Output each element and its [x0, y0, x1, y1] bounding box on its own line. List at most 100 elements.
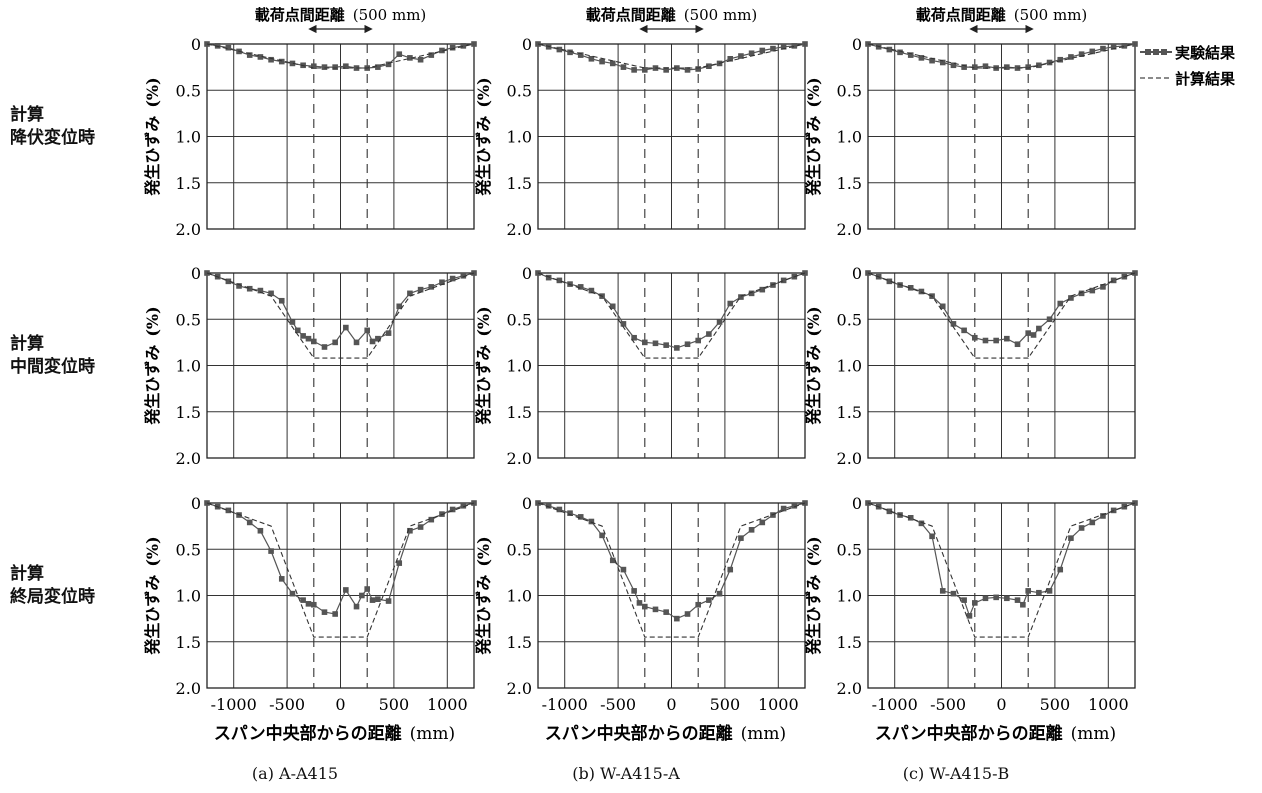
experimental-data-point — [1089, 48, 1096, 55]
experimental-data-point — [385, 330, 392, 336]
experimental-data-point — [1036, 62, 1042, 69]
experimental-data-point — [1004, 595, 1010, 602]
experimental-data-point — [588, 287, 595, 294]
experimental-data-point — [343, 587, 349, 593]
experimental-data-point — [343, 63, 349, 69]
experimental-data-point — [311, 63, 317, 69]
experimental-data-point — [278, 576, 285, 582]
experimental-data-point — [609, 303, 616, 310]
experimental-data-point — [599, 532, 605, 539]
experimental-data-point — [950, 62, 957, 69]
experimental-data-point — [577, 52, 584, 58]
experimental-data-point — [1030, 332, 1037, 338]
experimental-data-point — [939, 588, 946, 594]
plot-frame — [867, 272, 1136, 459]
experimental-data-point — [246, 519, 253, 526]
chart-panel-9: 0 0.5 1.0 1.5 2.0 発生ひずみ (%) -1000 -500 0 500 1000 スパ… — [804, 494, 1138, 744]
plot-frame — [206, 502, 475, 689]
experimental-data-point — [1014, 597, 1021, 603]
experimental-data-point — [684, 67, 691, 73]
experimental-data-point — [716, 590, 723, 597]
calculated-series-line — [537, 272, 806, 359]
experimental-data-point — [364, 327, 370, 334]
chart-panel-8: 0 0.5 1.0 1.5 2.0 発生ひずみ (%) -1000 -500 0 500 1000 スパ… — [474, 494, 808, 744]
experimental-data-point — [1068, 535, 1074, 541]
experimental-data-point — [706, 331, 712, 337]
experimental-data-point — [918, 288, 925, 295]
experimental-data-point — [1025, 64, 1031, 70]
experimental-data-point — [950, 321, 957, 327]
experimental-data-point — [567, 510, 573, 516]
experimental-data-point — [759, 519, 766, 526]
experimental-data-point — [321, 64, 328, 70]
experimental-data-point — [396, 560, 403, 566]
y-tick-label: 1.0 — [507, 587, 532, 606]
y-tick-label: 1.5 — [507, 403, 532, 422]
experimental-data-point — [1036, 325, 1042, 332]
y-tick-label: 1.5 — [176, 174, 201, 193]
experimental-data-point — [588, 56, 595, 62]
y-tick-label: 2.0 — [837, 679, 862, 698]
y-axis-unit: (%) — [804, 536, 823, 566]
experimental-data-point — [695, 601, 701, 608]
experimental-data-point — [236, 283, 242, 289]
experimental-data-point — [439, 47, 445, 54]
experimental-data-point — [556, 277, 563, 284]
experimental-data-point — [674, 345, 680, 351]
x-tick-label: 1000 — [758, 695, 799, 714]
experimental-data-point — [620, 566, 627, 573]
x-axis-label: スパン中央部からの距離 (mm) — [545, 723, 786, 744]
y-tick-label: 0 — [852, 494, 862, 513]
chart-panel-3: 0 0.5 1.0 1.5 2.0 発生ひずみ (%) 載荷点間距離 (500 mm) — [804, 6, 1138, 239]
experimental-data-point — [716, 319, 723, 325]
experimental-data-point — [268, 548, 274, 554]
experimental-data-point — [1046, 59, 1053, 66]
chart-panel-5: 0 0.5 1.0 1.5 2.0 発生ひずみ (%) — [474, 264, 808, 468]
y-axis-label-text: 発生ひずみ — [804, 116, 823, 197]
experimental-data-point — [727, 300, 734, 307]
experimental-data-point — [321, 609, 328, 615]
plot-frame — [867, 502, 1136, 689]
y-axis-label: 発生ひずみ (%) — [804, 77, 823, 196]
experimental-data-point — [449, 44, 456, 51]
y-axis-unit: (%) — [474, 306, 493, 336]
experimental-data-point — [652, 606, 659, 613]
y-axis-label: 発生ひずみ (%) — [143, 306, 162, 425]
plot-frame — [206, 43, 475, 230]
experimental-data-point — [663, 67, 669, 73]
y-tick-label: 1.5 — [507, 174, 532, 193]
y-tick-label: 1.5 — [837, 633, 862, 652]
experimental-data-point — [289, 319, 296, 325]
experimental-data-point — [748, 50, 755, 57]
x-tick-label: 0 — [666, 695, 676, 714]
experimental-data-point — [407, 527, 413, 534]
experimental-data-point — [428, 52, 435, 58]
experimental-data-point — [1014, 341, 1021, 348]
row-label-ultimate: 計算 終局変位時 — [10, 563, 95, 609]
experimental-data-point — [1100, 45, 1106, 52]
y-tick-label: 1.0 — [176, 357, 201, 376]
experimental-data-point — [993, 337, 999, 344]
span-annotation-value: (500 mm) — [684, 6, 758, 24]
experimental-data-point — [663, 342, 669, 348]
y-axis-label: 発生ひずみ (%) — [143, 77, 162, 196]
y-tick-label: 1.0 — [837, 587, 862, 606]
experimental-data-point — [695, 337, 701, 344]
experimental-data-point — [225, 278, 232, 285]
experimental-data-point — [1020, 601, 1026, 608]
x-tick-label: 500 — [379, 695, 410, 714]
experimental-data-point — [375, 64, 381, 70]
experimental-data-point — [759, 286, 766, 293]
experimental-data-point — [428, 516, 435, 523]
experimental-data-point — [1110, 277, 1117, 284]
experimental-data-point — [886, 46, 893, 53]
row-label-line2: 終局変位時 — [10, 587, 95, 607]
experimental-data-point — [449, 506, 456, 513]
y-tick-label: 0 — [852, 264, 862, 283]
experimental-data-point — [1068, 295, 1074, 301]
y-tick-label: 2.0 — [176, 220, 201, 239]
experimental-data-point — [300, 333, 306, 339]
experimental-data-point — [577, 284, 584, 290]
y-tick-label: 1.0 — [507, 128, 532, 147]
experimental-data-point — [727, 566, 734, 573]
